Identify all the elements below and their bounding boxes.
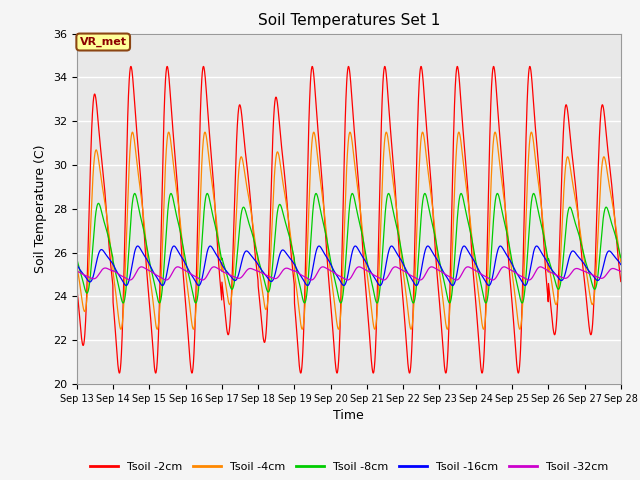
Tsoil -8cm bbox=[530, 191, 538, 196]
Tsoil -16cm bbox=[533, 243, 541, 249]
Tsoil -16cm bbox=[507, 259, 515, 265]
Tsoil -4cm bbox=[154, 326, 161, 332]
Line: Tsoil -8cm: Tsoil -8cm bbox=[77, 193, 621, 303]
Tsoil -8cm bbox=[156, 300, 163, 306]
Tsoil -16cm bbox=[365, 265, 372, 271]
Tsoil -4cm bbox=[570, 183, 577, 189]
Tsoil -32cm bbox=[584, 270, 592, 276]
Tsoil -2cm bbox=[225, 331, 232, 336]
Tsoil -4cm bbox=[584, 282, 592, 288]
Tsoil -32cm bbox=[73, 268, 81, 274]
Tsoil -16cm bbox=[570, 248, 577, 254]
Tsoil -8cm bbox=[365, 266, 372, 272]
Tsoil -4cm bbox=[73, 262, 81, 268]
Tsoil -4cm bbox=[527, 129, 535, 135]
Line: Tsoil -32cm: Tsoil -32cm bbox=[77, 267, 621, 280]
Tsoil -16cm bbox=[376, 283, 384, 288]
Tsoil -16cm bbox=[617, 262, 625, 267]
Tsoil -2cm bbox=[73, 285, 81, 290]
Tsoil -16cm bbox=[584, 267, 592, 273]
Tsoil -8cm bbox=[584, 267, 592, 273]
Tsoil -32cm bbox=[617, 268, 625, 274]
Tsoil -2cm bbox=[365, 320, 372, 326]
X-axis label: Time: Time bbox=[333, 409, 364, 422]
Tsoil -2cm bbox=[152, 370, 159, 376]
Tsoil -32cm bbox=[225, 272, 232, 277]
Tsoil -32cm bbox=[570, 267, 577, 273]
Tsoil -32cm bbox=[507, 267, 515, 273]
Text: VR_met: VR_met bbox=[80, 37, 127, 47]
Tsoil -16cm bbox=[159, 283, 166, 288]
Tsoil -4cm bbox=[507, 261, 515, 267]
Title: Soil Temperatures Set 1: Soil Temperatures Set 1 bbox=[258, 13, 440, 28]
Tsoil -16cm bbox=[73, 262, 81, 267]
Tsoil -4cm bbox=[376, 231, 384, 237]
Tsoil -32cm bbox=[163, 277, 170, 283]
Line: Tsoil -4cm: Tsoil -4cm bbox=[77, 132, 621, 329]
Tsoil -2cm bbox=[570, 161, 577, 167]
Tsoil -8cm bbox=[617, 255, 625, 261]
Tsoil -8cm bbox=[73, 256, 81, 262]
Line: Tsoil -16cm: Tsoil -16cm bbox=[77, 246, 621, 286]
Tsoil -32cm bbox=[376, 276, 384, 281]
Tsoil -8cm bbox=[570, 213, 577, 218]
Tsoil -4cm bbox=[225, 300, 232, 306]
Tsoil -2cm bbox=[376, 156, 384, 162]
Tsoil -2cm bbox=[584, 316, 592, 322]
Tsoil -2cm bbox=[526, 63, 534, 69]
Tsoil -32cm bbox=[365, 269, 372, 275]
Tsoil -4cm bbox=[617, 259, 625, 265]
Tsoil -8cm bbox=[225, 278, 232, 284]
Line: Tsoil -2cm: Tsoil -2cm bbox=[77, 66, 621, 373]
Tsoil -8cm bbox=[507, 252, 515, 258]
Y-axis label: Soil Temperature (C): Soil Temperature (C) bbox=[35, 144, 47, 273]
Legend: Tsoil -2cm, Tsoil -4cm, Tsoil -8cm, Tsoil -16cm, Tsoil -32cm: Tsoil -2cm, Tsoil -4cm, Tsoil -8cm, Tsoi… bbox=[85, 457, 612, 477]
Tsoil -32cm bbox=[536, 264, 544, 270]
Tsoil -8cm bbox=[376, 280, 384, 286]
Tsoil -2cm bbox=[617, 278, 625, 284]
Tsoil -2cm bbox=[507, 287, 515, 293]
Tsoil -16cm bbox=[225, 271, 232, 276]
Tsoil -4cm bbox=[365, 282, 372, 288]
